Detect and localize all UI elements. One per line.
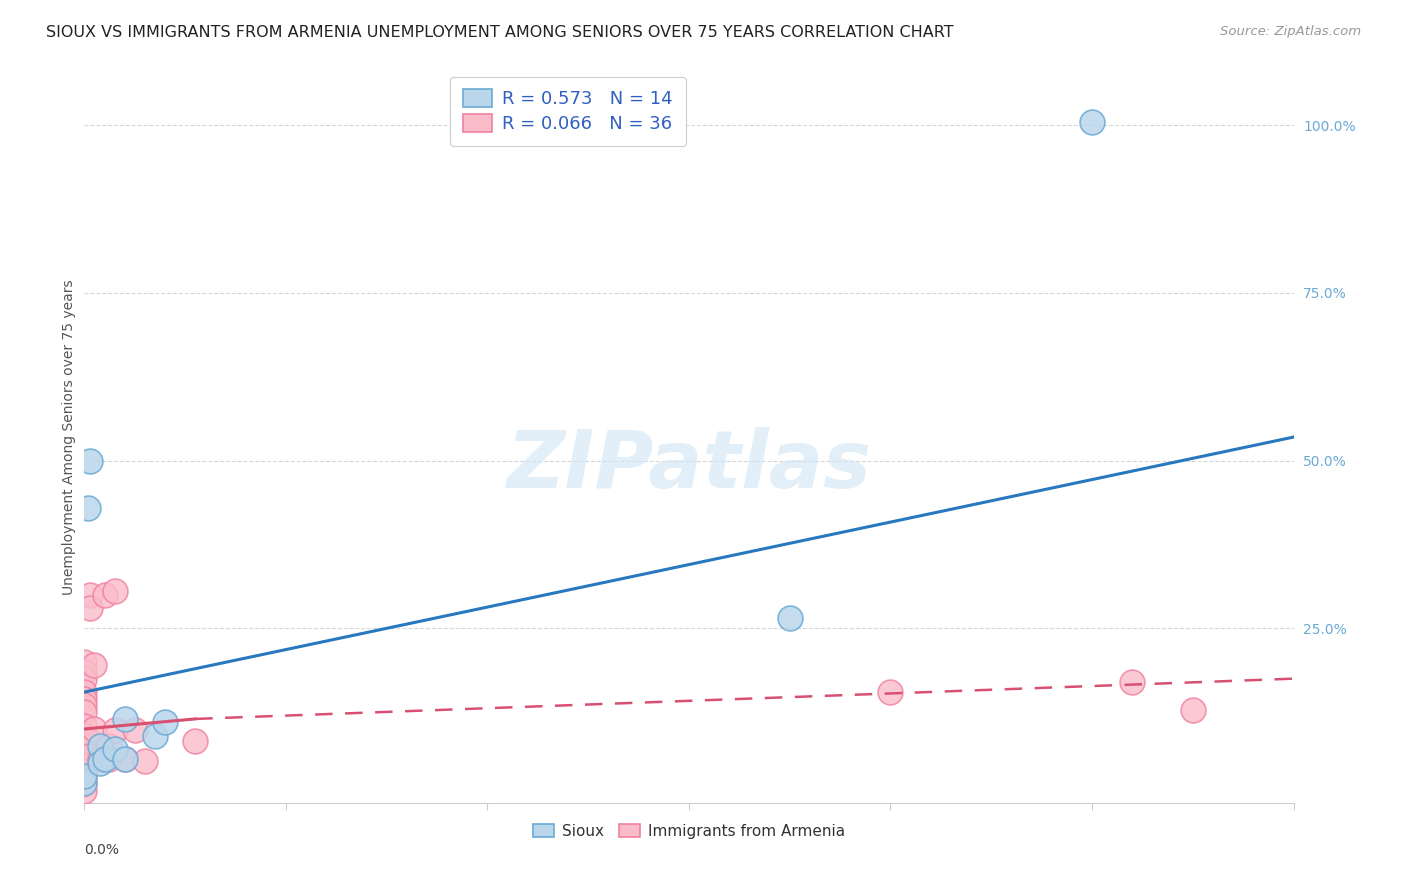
Point — [1181, 703, 1204, 717]
Point — [879, 685, 901, 699]
Point — [97, 739, 120, 753]
Point — [73, 655, 96, 669]
Text: ZIPatlas: ZIPatlas — [506, 427, 872, 506]
Point — [184, 734, 207, 748]
Point — [73, 758, 96, 772]
Point — [79, 735, 101, 749]
Point — [73, 705, 96, 719]
Point — [93, 588, 115, 602]
Point — [73, 672, 96, 686]
Point — [73, 691, 96, 706]
Point — [73, 665, 96, 679]
Point — [73, 718, 96, 732]
Point — [153, 715, 176, 730]
Point — [104, 584, 127, 599]
Point — [73, 770, 96, 784]
Point — [124, 723, 146, 738]
Point — [73, 729, 96, 743]
Text: SIOUX VS IMMIGRANTS FROM ARMENIA UNEMPLOYMENT AMONG SENIORS OVER 75 YEARS CORREL: SIOUX VS IMMIGRANTS FROM ARMENIA UNEMPLO… — [46, 25, 955, 40]
Point — [779, 611, 801, 625]
Point — [79, 588, 101, 602]
Point — [73, 685, 96, 699]
Point — [1081, 114, 1104, 128]
Point — [134, 754, 156, 768]
Legend: Sioux, Immigrants from Armenia: Sioux, Immigrants from Armenia — [524, 816, 853, 847]
Point — [104, 742, 127, 756]
Point — [73, 764, 96, 778]
Point — [73, 769, 96, 783]
Point — [1121, 675, 1143, 690]
Point — [79, 453, 101, 467]
Point — [89, 756, 111, 770]
Point — [104, 723, 127, 738]
Point — [89, 752, 111, 766]
Point — [114, 712, 136, 726]
Point — [73, 777, 96, 791]
Point — [83, 658, 105, 673]
Point — [79, 601, 101, 615]
Point — [83, 722, 105, 736]
Point — [97, 752, 120, 766]
Point — [114, 752, 136, 766]
Point — [73, 698, 96, 713]
Point — [73, 754, 96, 768]
Point — [89, 739, 111, 753]
Point — [73, 775, 96, 789]
Point — [93, 752, 115, 766]
Point — [79, 748, 101, 763]
Point — [143, 729, 166, 743]
Y-axis label: Unemployment Among Seniors over 75 years: Unemployment Among Seniors over 75 years — [62, 279, 76, 595]
Point — [73, 748, 96, 763]
Point — [73, 783, 96, 797]
Text: 0.0%: 0.0% — [84, 843, 120, 857]
Text: Source: ZipAtlas.com: Source: ZipAtlas.com — [1220, 25, 1361, 38]
Point — [73, 739, 96, 753]
Point — [114, 752, 136, 766]
Point — [77, 500, 100, 515]
